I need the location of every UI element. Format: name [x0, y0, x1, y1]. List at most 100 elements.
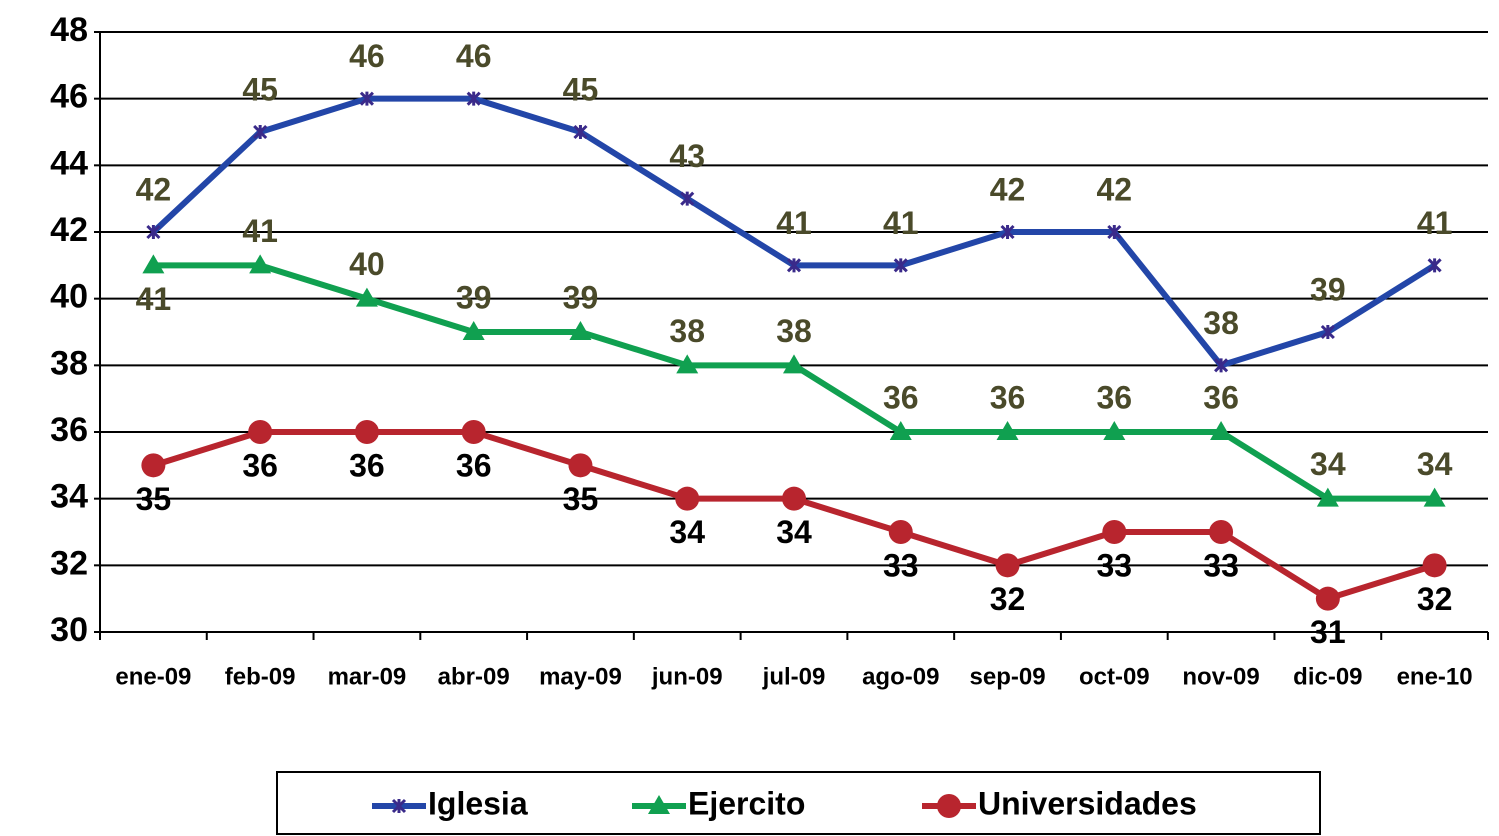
data-point [573, 124, 588, 140]
data-point [1107, 224, 1122, 240]
data-point [889, 421, 912, 440]
data-point [249, 254, 272, 274]
y-tick-label: 38 [50, 344, 88, 382]
data-label: 46 [349, 38, 385, 74]
data-point [1214, 358, 1229, 373]
data-label: 31 [1310, 614, 1346, 650]
data-point [786, 258, 802, 273]
data-label: 39 [456, 279, 492, 315]
data-point [675, 486, 700, 511]
data-point [355, 287, 378, 307]
data-point [359, 91, 374, 106]
data-label: 41 [242, 213, 278, 249]
legend-marker [391, 798, 407, 814]
data-label: 42 [136, 171, 172, 207]
y-tick-label: 32 [50, 544, 88, 582]
data-point [569, 321, 592, 340]
data-point [1103, 421, 1126, 440]
legend-label: Universidades [978, 785, 1197, 821]
x-tick-label: jun-09 [651, 663, 723, 690]
data-point [1102, 520, 1127, 544]
data-point [354, 420, 379, 444]
data-point [888, 520, 913, 544]
data-label: 36 [1203, 379, 1239, 415]
data-label: 36 [990, 379, 1026, 415]
data-point [1316, 487, 1339, 507]
data-point [1000, 224, 1015, 240]
data-label: 45 [563, 71, 599, 107]
data-label: 36 [242, 447, 278, 483]
legend-label: Ejercito [688, 785, 805, 821]
data-point [568, 453, 593, 478]
data-label: 36 [456, 447, 492, 483]
data-point [676, 354, 699, 374]
x-tick-label: sep-09 [970, 663, 1046, 690]
data-label: 41 [1417, 205, 1453, 241]
series-line [153, 262, 1435, 502]
data-label: 36 [349, 447, 385, 483]
data-label: 42 [990, 171, 1026, 207]
data-label: 43 [669, 138, 705, 174]
data-point [1209, 520, 1234, 544]
data-label: 36 [883, 379, 919, 415]
x-tick-label: ago-09 [862, 663, 939, 690]
data-label: 39 [1310, 271, 1346, 307]
data-label: 41 [776, 205, 812, 241]
x-tick-label: mar-09 [328, 663, 407, 690]
y-tick-label: 40 [50, 278, 88, 316]
data-label: 32 [1417, 581, 1453, 617]
y-tick-label: 36 [50, 411, 88, 449]
data-label: 39 [563, 279, 599, 315]
y-tick-label: 48 [50, 11, 88, 49]
data-label: 46 [456, 38, 492, 74]
x-tick-label: oct-09 [1079, 663, 1150, 690]
x-tick-label: ene-10 [1397, 663, 1473, 690]
x-tick-label: jul-09 [762, 663, 826, 690]
legend-marker [648, 795, 670, 814]
data-point [680, 191, 695, 206]
data-label: 33 [1203, 547, 1239, 583]
x-tick-label: dic-09 [1293, 663, 1362, 690]
y-tick-label: 42 [50, 211, 88, 249]
data-label: 41 [136, 281, 172, 317]
data-point [1422, 553, 1447, 578]
data-point [893, 258, 908, 273]
data-label: 35 [136, 481, 172, 517]
data-point [141, 453, 166, 478]
data-point [782, 486, 806, 511]
data-label: 34 [776, 514, 812, 550]
data-point [461, 420, 486, 444]
data-point [783, 354, 805, 374]
data-point [1210, 421, 1233, 440]
data-point [248, 420, 273, 444]
data-label: 33 [1097, 547, 1133, 583]
data-point [996, 421, 1019, 440]
data-point [1427, 258, 1442, 273]
y-tick-label: 34 [50, 478, 88, 516]
data-point [146, 224, 161, 240]
data-point [1320, 324, 1335, 340]
data-label: 38 [669, 313, 705, 349]
legend-box [276, 771, 1321, 835]
data-label: 32 [990, 581, 1026, 617]
data-point [142, 254, 165, 274]
data-label: 38 [1203, 305, 1239, 341]
x-tick-label: feb-09 [225, 663, 296, 690]
data-label: 33 [883, 547, 919, 583]
x-tick-label: nov-09 [1182, 663, 1259, 690]
data-label: 34 [1417, 446, 1453, 482]
y-tick-label: 44 [50, 144, 88, 182]
data-label: 45 [242, 71, 278, 107]
data-label: 34 [669, 514, 705, 550]
data-point [1315, 586, 1340, 611]
data-point [1423, 487, 1446, 507]
legend-label: Iglesia [428, 785, 528, 821]
data-label: 35 [563, 481, 599, 517]
data-label: 41 [883, 205, 919, 241]
data-label: 42 [1097, 171, 1133, 207]
data-point [462, 321, 485, 340]
y-tick-label: 46 [50, 78, 88, 116]
data-point [466, 91, 481, 106]
data-label: 40 [349, 246, 385, 282]
